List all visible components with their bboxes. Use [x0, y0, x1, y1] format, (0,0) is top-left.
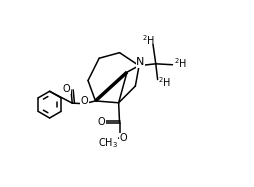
Text: $^2$H: $^2$H: [158, 75, 172, 89]
Text: O: O: [63, 84, 70, 94]
Text: $^2$H: $^2$H: [174, 56, 187, 70]
Text: O: O: [119, 133, 127, 143]
Text: O: O: [98, 117, 105, 127]
Text: N: N: [136, 57, 145, 67]
Text: $^2$H: $^2$H: [142, 33, 155, 47]
Text: CH$_3$: CH$_3$: [98, 136, 118, 150]
Text: O: O: [81, 96, 88, 106]
